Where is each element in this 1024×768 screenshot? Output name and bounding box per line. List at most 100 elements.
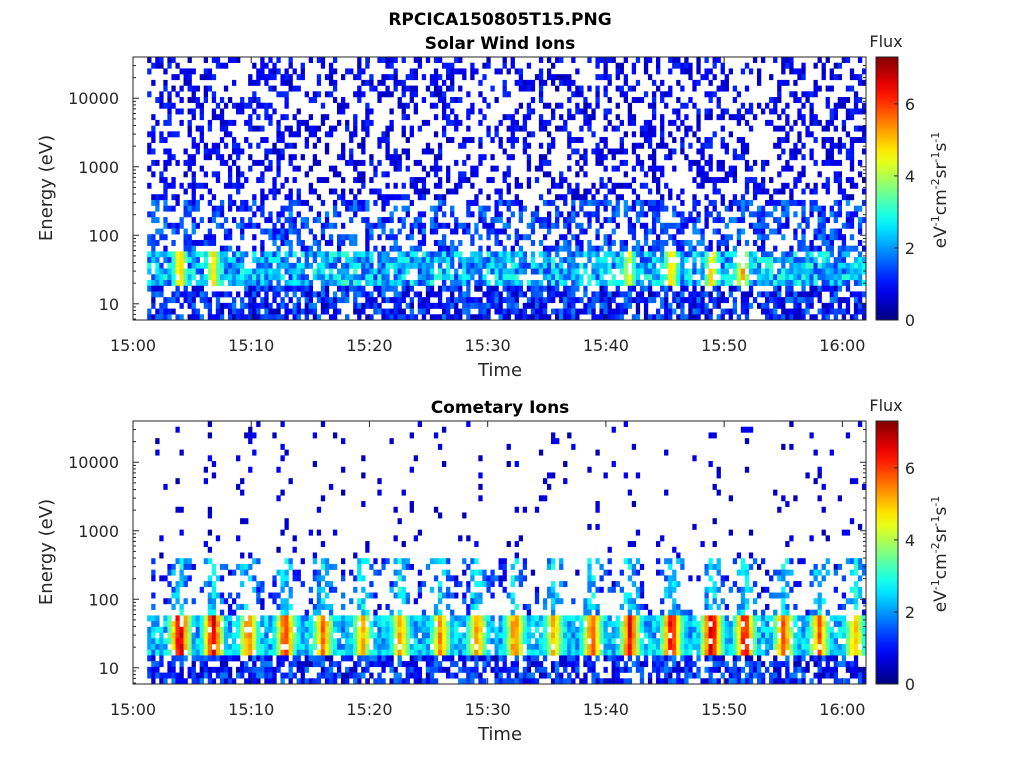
heatmap-cell	[256, 592, 261, 599]
heatmap-cell	[328, 257, 334, 264]
heatmap-cell	[401, 297, 406, 304]
heatmap-cell	[195, 199, 200, 206]
heatmap-cell	[773, 297, 778, 304]
heatmap-cell	[260, 279, 265, 286]
heatmap-cell	[789, 154, 794, 161]
heatmap-cell	[494, 188, 499, 195]
heatmap-cell	[668, 68, 673, 75]
heatmap-cell	[244, 279, 249, 286]
heatmap-cell	[450, 285, 455, 292]
heatmap-cell	[369, 228, 374, 235]
heatmap-cell	[240, 661, 245, 668]
heatmap-cell	[175, 615, 180, 622]
heatmap-cell	[551, 274, 556, 281]
heatmap-cell	[292, 291, 297, 298]
heatmap-cell	[680, 142, 685, 149]
heatmap-cell	[349, 666, 354, 673]
heatmap-cell	[756, 74, 762, 81]
heatmap-cell	[248, 314, 253, 321]
heatmap-cell	[482, 217, 487, 224]
heatmap-cell	[401, 114, 406, 121]
heatmap-cell	[441, 97, 447, 103]
heatmap-cell	[704, 302, 709, 309]
heatmap-cell	[147, 68, 152, 75]
heatmap-cell	[837, 211, 843, 218]
heatmap-cell	[450, 257, 455, 264]
heatmap-cell	[631, 222, 637, 229]
heatmap-cell	[825, 119, 830, 126]
heatmap-cell	[680, 262, 685, 269]
heatmap-cell	[147, 142, 152, 149]
heatmap-cell	[567, 217, 572, 224]
heatmap-cell	[248, 655, 253, 662]
heatmap-cell	[336, 279, 342, 286]
heatmap-cell	[478, 119, 483, 126]
heatmap-cell	[284, 558, 289, 565]
heatmap-cell	[700, 228, 705, 235]
heatmap-cell	[296, 211, 301, 218]
heatmap-cell	[656, 182, 661, 189]
heatmap-cell	[264, 108, 269, 115]
heatmap-cell	[647, 228, 653, 235]
heatmap-cell	[724, 205, 729, 212]
heatmap-cell	[397, 228, 402, 235]
heatmap-cell	[288, 621, 293, 628]
heatmap-cell	[304, 621, 309, 628]
heatmap-cell	[401, 131, 406, 138]
heatmap-cell	[167, 108, 172, 115]
heatmap-cell	[716, 114, 721, 121]
heatmap-cell	[312, 217, 318, 224]
heatmap-cell	[409, 85, 414, 92]
heatmap-cell	[789, 308, 794, 315]
heatmap-cell	[191, 302, 196, 309]
heatmap-cell	[740, 291, 746, 298]
heatmap-cell	[409, 125, 414, 132]
heatmap-cell	[700, 148, 705, 155]
heatmap-cell	[450, 97, 455, 103]
heatmap-cell	[377, 638, 382, 645]
heatmap-cell	[845, 217, 851, 224]
heatmap-cell	[660, 274, 665, 281]
heatmap-cell	[349, 638, 354, 645]
heatmap-cell	[510, 302, 515, 309]
heatmap-cell	[357, 649, 362, 656]
heatmap-cell	[470, 268, 475, 275]
heatmap-cell	[668, 308, 673, 315]
heatmap-cell	[555, 182, 560, 189]
heatmap-cell	[341, 626, 346, 633]
heatmap-cell	[595, 297, 600, 304]
heatmap-cell	[308, 621, 314, 628]
heatmap-cell	[191, 228, 196, 235]
heatmap-cell	[151, 626, 156, 633]
heatmap-cell	[377, 655, 382, 662]
heatmap-cell	[405, 257, 410, 264]
heatmap-cell	[522, 262, 528, 269]
heatmap-cell	[437, 239, 443, 246]
heatmap-cell	[563, 239, 568, 246]
heatmap-cell	[207, 251, 213, 258]
heatmap-cell	[777, 91, 782, 98]
heatmap-cell	[244, 632, 249, 639]
heatmap-cell	[296, 268, 301, 275]
heatmap-cell	[260, 159, 265, 166]
heatmap-cell	[151, 297, 156, 304]
heatmap-cell	[571, 211, 576, 218]
heatmap-cell	[433, 74, 439, 81]
heatmap-cell	[377, 489, 382, 496]
heatmap-cell	[413, 188, 418, 195]
heatmap-cell	[801, 199, 806, 206]
heatmap-cell	[357, 569, 362, 576]
heatmap-cell	[635, 251, 641, 258]
heatmap-cell	[567, 114, 572, 121]
heatmap-cell	[712, 257, 717, 264]
heatmap-cell	[159, 194, 164, 201]
heatmap-cell	[591, 302, 596, 309]
heatmap-cell	[240, 314, 245, 321]
heatmap-cell	[688, 268, 693, 275]
heatmap-cell	[159, 97, 164, 103]
heatmap-cell	[167, 626, 172, 633]
heatmap-cell	[494, 199, 499, 206]
heatmap-cell	[563, 274, 568, 281]
heatmap-cell	[631, 68, 637, 75]
heatmap-cell	[837, 205, 843, 212]
